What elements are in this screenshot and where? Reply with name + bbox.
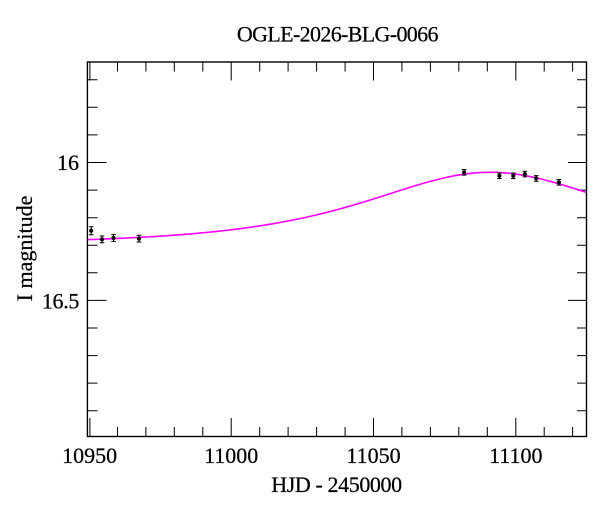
svg-text:I magnitude: I magnitude — [12, 196, 37, 302]
svg-text:11100: 11100 — [489, 443, 542, 468]
svg-text:OGLE-2026-BLG-0066: OGLE-2026-BLG-0066 — [237, 22, 439, 47]
svg-text:16: 16 — [57, 150, 79, 175]
svg-text:11050: 11050 — [346, 443, 400, 468]
svg-text:11000: 11000 — [204, 443, 258, 468]
svg-text:16.5: 16.5 — [42, 289, 79, 314]
svg-text:10950: 10950 — [62, 443, 117, 468]
svg-text:HJD - 2450000: HJD - 2450000 — [271, 472, 402, 497]
